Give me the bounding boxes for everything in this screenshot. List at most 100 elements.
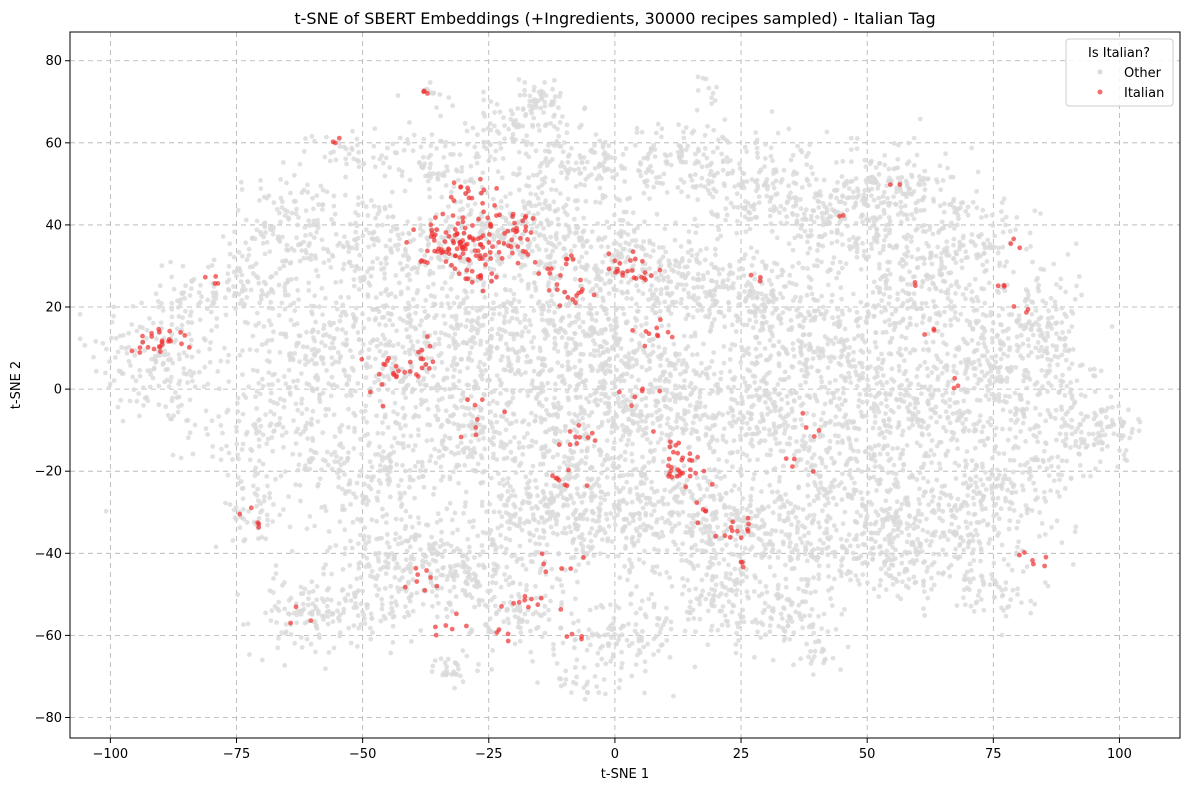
point-other bbox=[508, 288, 513, 293]
point-other bbox=[487, 266, 493, 271]
point-other bbox=[226, 287, 232, 293]
point-other bbox=[321, 322, 327, 328]
point-other bbox=[189, 320, 195, 326]
point-other bbox=[736, 486, 742, 492]
point-other bbox=[622, 166, 628, 171]
point-other bbox=[246, 384, 252, 390]
point-other bbox=[409, 639, 414, 644]
point-other bbox=[583, 198, 589, 204]
point-other bbox=[691, 387, 697, 392]
point-other bbox=[707, 364, 712, 370]
point-other bbox=[340, 302, 346, 308]
point-other bbox=[380, 420, 385, 425]
point-other bbox=[279, 205, 285, 210]
point-other bbox=[541, 490, 546, 496]
point-other bbox=[463, 500, 468, 505]
point-other bbox=[650, 307, 655, 313]
point-other bbox=[664, 190, 670, 195]
point-other bbox=[517, 388, 523, 394]
point-other bbox=[470, 414, 476, 419]
point-other bbox=[430, 557, 436, 563]
point-other bbox=[385, 565, 391, 571]
point-other bbox=[584, 396, 589, 401]
point-other bbox=[162, 352, 167, 358]
point-other bbox=[264, 358, 270, 363]
point-other bbox=[289, 210, 295, 216]
point-other bbox=[729, 322, 735, 328]
point-other bbox=[533, 192, 539, 198]
point-other bbox=[355, 330, 361, 335]
point-other bbox=[437, 385, 443, 391]
point-other bbox=[358, 436, 363, 442]
point-other bbox=[257, 198, 262, 203]
point-other bbox=[240, 348, 245, 353]
point-other bbox=[422, 253, 428, 258]
point-other bbox=[268, 409, 273, 415]
point-other bbox=[346, 424, 351, 430]
point-other bbox=[130, 303, 136, 309]
point-other bbox=[354, 157, 360, 163]
point-other bbox=[482, 312, 488, 318]
point-other bbox=[471, 518, 476, 524]
point-other bbox=[677, 391, 683, 397]
point-other bbox=[311, 303, 317, 309]
point-other bbox=[342, 309, 348, 315]
point-other bbox=[614, 367, 620, 373]
point-other bbox=[442, 253, 448, 259]
point-other bbox=[544, 122, 549, 127]
point-other bbox=[476, 602, 482, 608]
point-other bbox=[428, 255, 434, 261]
point-other bbox=[556, 406, 562, 412]
point-other bbox=[382, 414, 388, 420]
point-other bbox=[259, 342, 265, 348]
point-other bbox=[380, 366, 386, 371]
point-other bbox=[454, 361, 460, 367]
point-other bbox=[676, 264, 682, 270]
point-other bbox=[695, 146, 701, 152]
point-other bbox=[629, 451, 635, 457]
point-other bbox=[174, 395, 180, 400]
point-other bbox=[405, 538, 411, 544]
point-other bbox=[426, 241, 432, 247]
point-other bbox=[319, 356, 325, 361]
point-other bbox=[686, 290, 691, 296]
point-other bbox=[573, 547, 579, 552]
point-other bbox=[551, 438, 557, 444]
point-other bbox=[688, 334, 694, 339]
point-other bbox=[534, 172, 540, 178]
point-other bbox=[225, 472, 231, 478]
point-other bbox=[263, 412, 268, 418]
point-other bbox=[617, 197, 623, 203]
point-other bbox=[307, 610, 313, 616]
point-other bbox=[586, 310, 591, 316]
point-other bbox=[454, 422, 460, 428]
point-other bbox=[127, 398, 133, 404]
point-other bbox=[629, 374, 635, 379]
point-other bbox=[544, 396, 549, 402]
point-other bbox=[499, 205, 504, 210]
point-other bbox=[517, 320, 523, 325]
point-other bbox=[412, 464, 418, 469]
point-other bbox=[577, 358, 583, 364]
point-other bbox=[276, 282, 282, 288]
point-other bbox=[303, 362, 308, 367]
point-other bbox=[501, 502, 507, 508]
point-other bbox=[586, 279, 592, 285]
point-other bbox=[594, 684, 600, 689]
point-other bbox=[329, 217, 334, 222]
point-other bbox=[559, 335, 565, 340]
point-other bbox=[616, 685, 622, 691]
point-other bbox=[306, 596, 311, 602]
point-other bbox=[361, 612, 367, 618]
point-other bbox=[271, 576, 276, 581]
point-other bbox=[288, 632, 294, 637]
point-other bbox=[438, 656, 444, 662]
point-other bbox=[549, 157, 555, 162]
point-other bbox=[169, 300, 175, 306]
point-other bbox=[148, 368, 154, 374]
point-other bbox=[560, 477, 566, 482]
point-other bbox=[581, 433, 587, 438]
point-other bbox=[515, 106, 521, 111]
point-other bbox=[160, 362, 166, 367]
point-other bbox=[415, 266, 421, 271]
